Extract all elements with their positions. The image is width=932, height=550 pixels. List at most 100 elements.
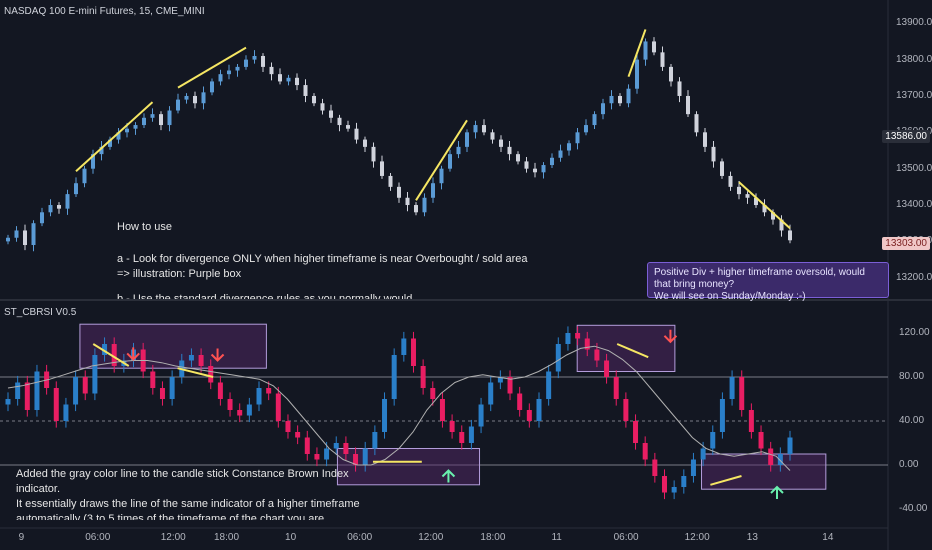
osc-candle-body (324, 448, 330, 460)
candle-body (448, 154, 452, 169)
candle-body (660, 52, 665, 67)
osc-candle-body (73, 377, 79, 405)
osc-candle-body (729, 377, 735, 399)
osc-candle-body (111, 344, 117, 366)
current-price-tag: 13303.00 (882, 237, 930, 250)
candle-body (567, 143, 571, 151)
candle-body (337, 117, 342, 126)
osc-candle-body (575, 333, 581, 339)
candle-body (371, 146, 376, 162)
osc-axis-label: 40.00 (899, 415, 925, 426)
osc-candle-body (420, 366, 426, 388)
osc-candle-body (246, 404, 252, 416)
candle-body (422, 197, 427, 213)
candle-body (482, 125, 486, 133)
price-axis-label: 13200.00 (896, 271, 932, 283)
candle-body (745, 194, 750, 198)
candle-body (601, 103, 605, 115)
candle-body (584, 125, 588, 133)
osc-candle-body (285, 421, 291, 432)
candle-body (125, 128, 129, 133)
callout-line-1: Positive Div + higher timeframe oversold… (654, 267, 865, 290)
candle-body (303, 85, 308, 96)
osc-candle-body (237, 410, 243, 416)
osc-candle-body (53, 388, 59, 421)
price-axis-label: 13800.00 (896, 53, 932, 65)
candle-body (227, 70, 231, 75)
note-how-to-use: How to use (117, 221, 173, 233)
time-axis-label: 06:00 (85, 532, 111, 543)
candle-body (363, 139, 367, 147)
candle-body (609, 95, 614, 104)
osc-candle-body (63, 404, 69, 421)
callout-line-2: We will see on Sunday/Monday :-) (654, 291, 806, 302)
price-axis-label: 13900.00 (896, 17, 932, 29)
candle-body (397, 186, 401, 198)
candle-body (686, 95, 690, 115)
osc-candle-body (497, 377, 503, 383)
sell-arrow-icon (663, 329, 678, 344)
osc-candle-body (169, 377, 175, 399)
candle-body (142, 117, 146, 126)
time-axis-label: 9 (18, 532, 25, 543)
candle-body (210, 81, 214, 93)
osc-candle-body (391, 355, 397, 399)
osc-candle-body (217, 382, 223, 399)
osc-candle-body (681, 476, 687, 487)
osc-axis-label: -40.00 (899, 503, 928, 514)
time-axis-label: 06:00 (347, 532, 373, 543)
candle-body (720, 161, 724, 176)
price-axis-label: 13500.00 (896, 162, 932, 174)
time-axis-label: 12:00 (418, 532, 444, 543)
osc-candle-body (739, 377, 745, 410)
candle-body (320, 103, 325, 111)
osc-candle-body (758, 432, 764, 449)
osc-candle-body (478, 404, 484, 427)
candle-body (133, 125, 138, 129)
last-price-tag: 13586.00 (882, 130, 930, 143)
candle-body (235, 66, 240, 71)
osc-candle-body (459, 432, 465, 443)
osc-candle-body (410, 338, 416, 366)
time-axis-label: 18:00 (214, 532, 240, 543)
candle-body (779, 219, 784, 231)
osc-candle-body (5, 399, 11, 405)
osc-candle-body (652, 459, 658, 476)
candle-body (176, 99, 180, 111)
candle-body (6, 237, 10, 242)
divergence-box (79, 323, 267, 369)
buy-arrow-icon (770, 485, 784, 499)
higher-timeframe-line (7, 345, 791, 471)
candle-body (550, 157, 554, 166)
candle-body (533, 168, 537, 173)
divergence-line (415, 119, 468, 201)
candle-body (295, 77, 299, 86)
osc-candle-body (555, 344, 561, 372)
candle-body (201, 92, 206, 104)
candle-body (244, 59, 248, 67)
price-axis-label: 13700.00 (896, 89, 932, 101)
osc-candle-body (468, 426, 474, 443)
buy-arrow-icon (441, 469, 456, 483)
time-axis-label: 06:00 (613, 532, 639, 543)
note-bottom-2: indicator. (16, 483, 61, 495)
candle-body (329, 110, 333, 118)
callout-annotation[interactable]: Positive Div + higher timeframe oversold… (647, 262, 889, 302)
osc-divergence-line (92, 343, 130, 367)
candle-body (388, 175, 393, 187)
candle-body (312, 95, 316, 104)
osc-candle-body (256, 388, 262, 405)
candle-body (74, 183, 78, 195)
note-point-b: b - Use the standard divergence rules as… (117, 293, 413, 299)
candle-body (150, 114, 155, 118)
candle-body (575, 132, 580, 144)
note-illustration: => illustration: Purple box (117, 268, 242, 280)
osc-candle-body (34, 371, 40, 410)
candle-body (499, 139, 503, 147)
time-axis-label: 18:00 (480, 532, 506, 543)
osc-candle-body (333, 443, 339, 449)
candle-body (465, 132, 469, 147)
candle-body (558, 150, 563, 158)
candle-body (99, 146, 104, 155)
